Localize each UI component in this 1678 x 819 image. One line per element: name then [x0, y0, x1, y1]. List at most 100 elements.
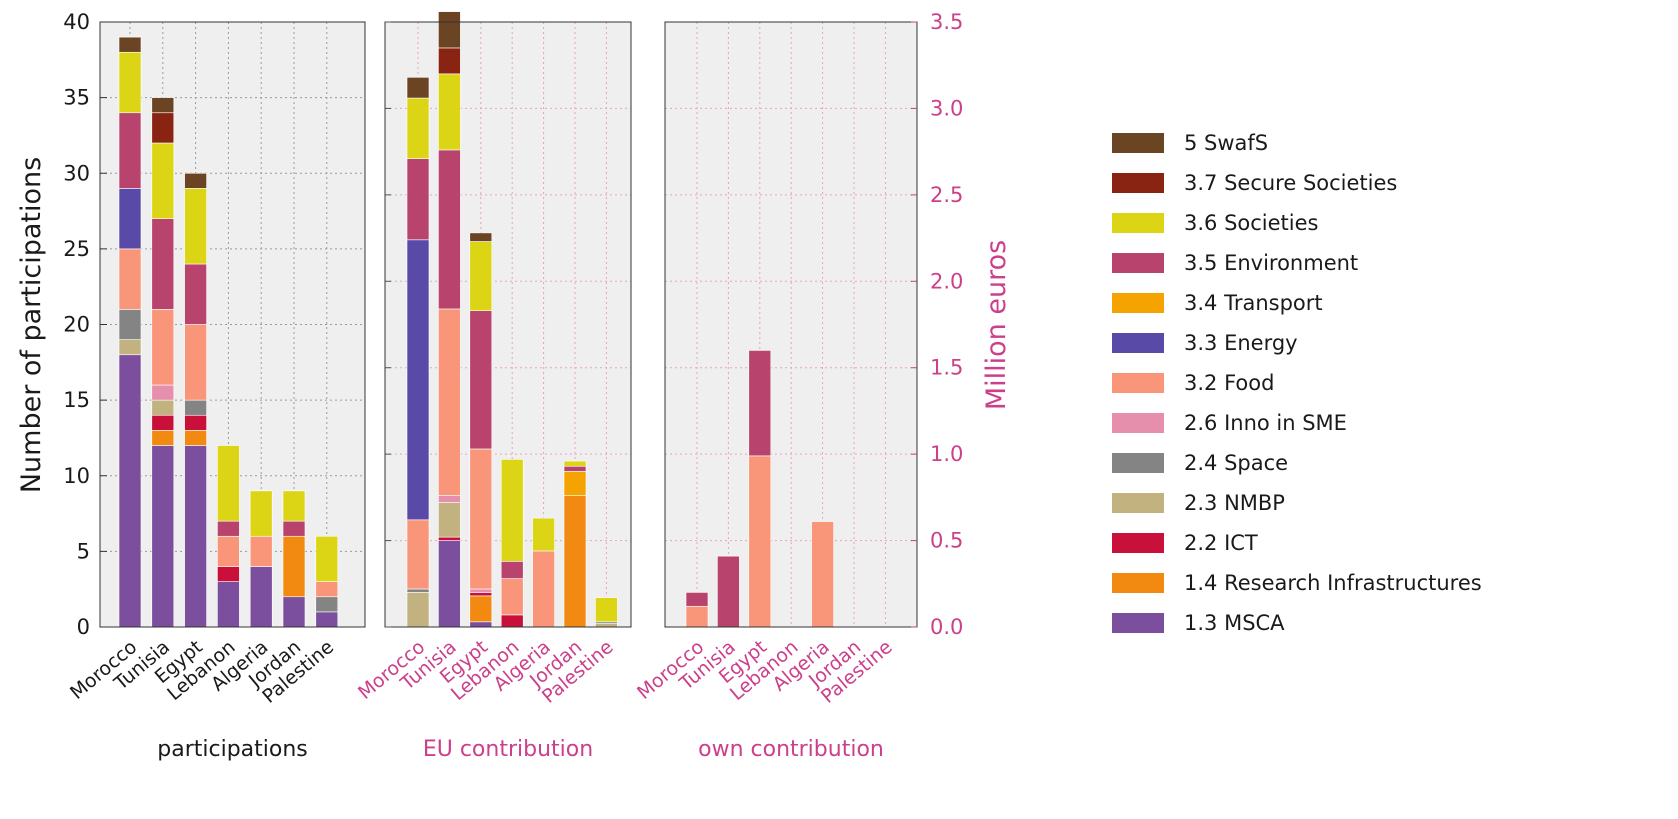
- legend-label: 2.3 NMBP: [1184, 491, 1285, 515]
- bar-segment: [282, 535, 306, 598]
- y-tick-label-right: 3.0: [930, 96, 963, 120]
- legend-swatch: [1112, 613, 1164, 633]
- bar-segment: [469, 592, 493, 597]
- bar-segment: [811, 521, 834, 628]
- bar-segment: [469, 588, 493, 593]
- y-tick-label-right: 2.0: [930, 269, 963, 293]
- bar-segment: [151, 309, 175, 386]
- bar-segment: [249, 535, 273, 567]
- bar-segment: [151, 430, 175, 446]
- bar-segment: [315, 581, 339, 598]
- bar-segment: [469, 621, 493, 628]
- bar-segment: [217, 445, 240, 522]
- y-tick-label: 30: [63, 161, 90, 185]
- bar-segment: [717, 555, 740, 628]
- bar-segment: [685, 605, 709, 628]
- bar-segment: [438, 149, 461, 310]
- bar-segment: [151, 218, 175, 310]
- bar-segment: [118, 188, 142, 250]
- bar-segment: [438, 11, 461, 49]
- legend-swatch: [1112, 333, 1164, 353]
- y-tick-label: 40: [63, 10, 90, 34]
- bar-segment: [249, 490, 273, 537]
- bar-segment: [438, 536, 461, 541]
- y-tick-label-right: 2.5: [930, 183, 963, 207]
- bar-segment: [406, 239, 430, 521]
- bar-segment: [315, 535, 339, 582]
- legend-label: 3.3 Energy: [1184, 331, 1298, 355]
- legend-swatch: [1112, 173, 1164, 193]
- bar-segment: [184, 414, 207, 431]
- bar-segment: [315, 611, 339, 628]
- bar-segment: [151, 399, 175, 416]
- bar-segment: [748, 350, 772, 457]
- bar-segment: [595, 623, 618, 628]
- legend-swatch: [1112, 573, 1164, 593]
- legend-label: 3.7 Secure Societies: [1184, 171, 1397, 195]
- panel-2-frame: [384, 21, 632, 628]
- bar-segment: [151, 112, 175, 144]
- y-tick-label-right: 0.0: [930, 615, 963, 639]
- legend: 5 SwafS 3.7 Secure Societies 3.6 Societies…: [1112, 131, 1482, 635]
- bar-segment: [151, 384, 175, 401]
- y-tick-label: 20: [63, 313, 90, 337]
- bar-segment: [563, 460, 587, 467]
- bar-segment: [500, 614, 524, 628]
- bar-segment: [532, 517, 555, 552]
- bar-segment: [469, 241, 493, 311]
- bar-segment: [595, 597, 618, 623]
- bar-segment: [151, 142, 175, 219]
- legend-label: 3.4 Transport: [1184, 291, 1323, 315]
- y-tick-label-right: 1.0: [930, 442, 963, 466]
- y-tick-label: 10: [63, 464, 90, 488]
- panel-3-frame: [664, 21, 918, 628]
- legend-swatch: [1112, 493, 1164, 513]
- legend-swatch: [1112, 453, 1164, 473]
- bar-segment: [184, 324, 207, 401]
- y-tick-label-right: 1.5: [930, 356, 963, 380]
- bar-segment: [217, 566, 240, 582]
- bar-segment: [118, 36, 142, 53]
- legend-label: 1.4 Research Infrastructures: [1184, 571, 1482, 595]
- bar-segment: [532, 550, 555, 628]
- bar-segment: [563, 465, 587, 472]
- bar-segment: [151, 445, 175, 628]
- legend-swatch: [1112, 413, 1164, 433]
- bar-segment: [438, 308, 461, 496]
- bar-segment: [282, 520, 306, 537]
- legend-label: 2.4 Space: [1184, 451, 1288, 475]
- bar-segment: [469, 448, 493, 590]
- bar-segment: [438, 495, 461, 503]
- bar-segment: [438, 502, 461, 538]
- y-axis-label-left: Number of participations: [16, 157, 47, 493]
- bar-segment: [406, 97, 430, 159]
- bar-segment: [217, 535, 240, 567]
- bar-segment: [563, 495, 587, 628]
- bar-segment: [118, 354, 142, 628]
- legend-swatch: [1112, 533, 1164, 553]
- bar-segment: [184, 430, 207, 446]
- bar-segment: [748, 455, 772, 628]
- bar-segment: [469, 595, 493, 623]
- legend-label: 3.2 Food: [1184, 371, 1274, 395]
- legend-label: 5 SwafS: [1184, 131, 1268, 155]
- y-axis-label-right: Million euros: [981, 240, 1012, 410]
- bar-segment: [118, 51, 142, 114]
- bar-segment: [469, 232, 493, 242]
- legend-label: 3.5 Environment: [1184, 251, 1358, 275]
- bar-segment: [184, 172, 207, 189]
- bar-segment: [118, 112, 142, 189]
- bar-segment: [500, 459, 524, 562]
- x-axis-label: EU contribution: [423, 737, 593, 762]
- bar-segment: [406, 77, 430, 99]
- bar-segment: [282, 596, 306, 628]
- bar-segment: [151, 414, 175, 431]
- bar-segment: [217, 581, 240, 628]
- bar-segment: [184, 188, 207, 265]
- y-tick-label: 35: [63, 86, 90, 110]
- bar-segment: [563, 471, 587, 496]
- bar-segment: [118, 309, 142, 340]
- bar-segment: [406, 588, 430, 593]
- bar-segment: [282, 490, 306, 522]
- bar-segment: [184, 445, 207, 628]
